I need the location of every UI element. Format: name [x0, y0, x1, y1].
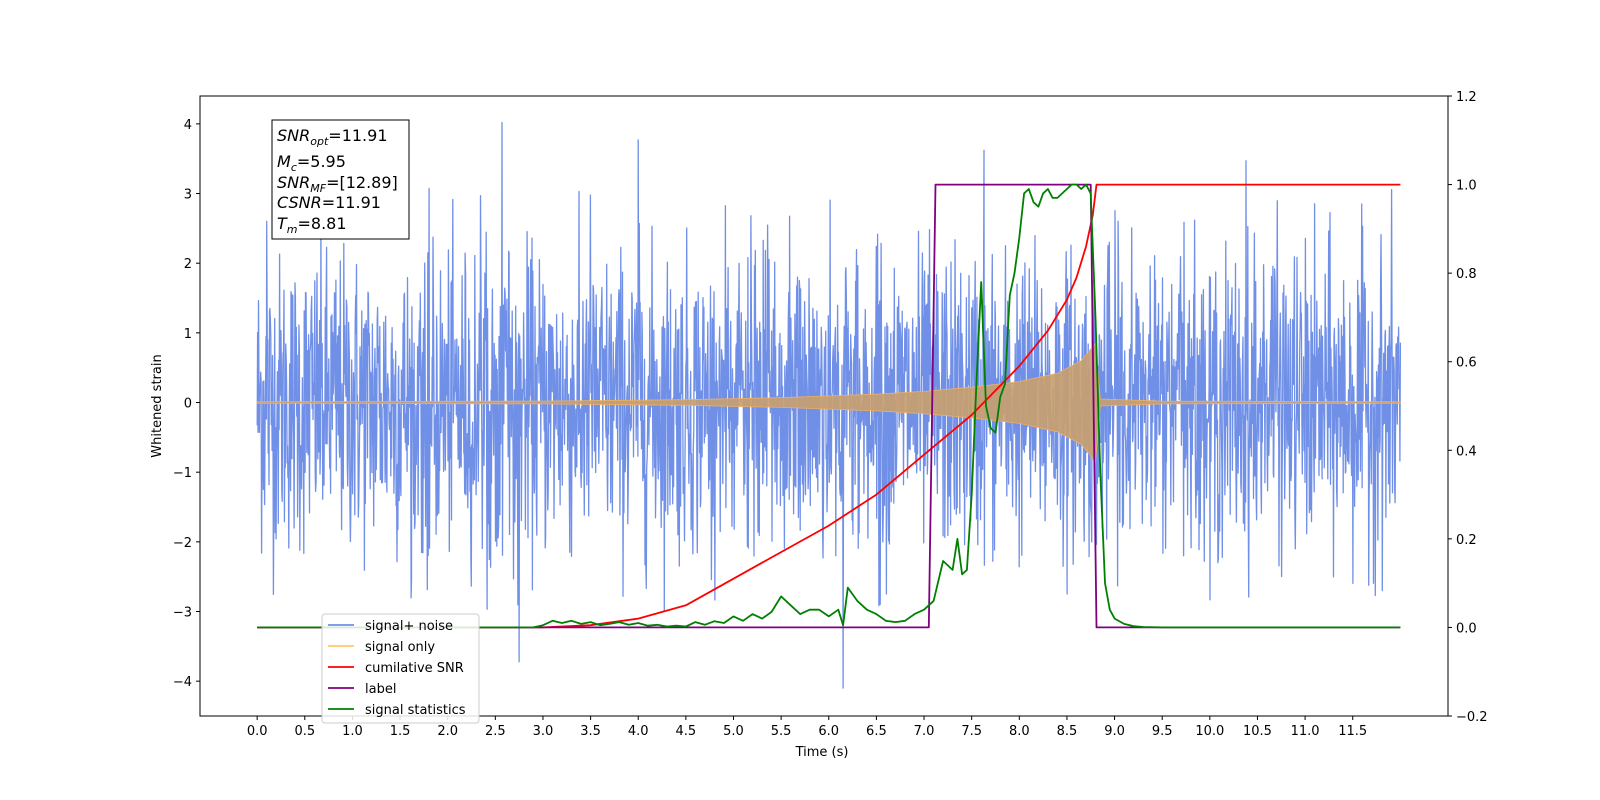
x-tick-label: 5.0	[723, 724, 744, 739]
y-tick-label: 0	[184, 397, 192, 412]
svg-text:Tm=8.81: Tm=8.81	[277, 214, 347, 236]
svg-text:SNRMF=[12.89]: SNRMF=[12.89]	[277, 173, 398, 195]
y2-tick-label: 0.2	[1456, 533, 1477, 548]
snr-opt-value: =11.91	[328, 126, 387, 145]
x-tick-label: 10.5	[1243, 724, 1272, 739]
x-tick-label: 11.0	[1291, 724, 1320, 739]
plot-area	[256, 121, 1402, 689]
x-tick-label: 5.5	[771, 724, 792, 739]
x-tick-label: 2.5	[485, 724, 506, 739]
y-axis-label: Whitened strain	[150, 354, 165, 457]
x-tick-label: 8.0	[1009, 724, 1030, 739]
y2-tick-label: 0.8	[1456, 267, 1477, 282]
y-tick-label: −3	[173, 606, 192, 621]
y-tick-label: 1	[184, 327, 192, 342]
y-axis-right: 1.2 1.0 0.8 0.6 0.4 0.2 0.0 −0.2	[1448, 90, 1488, 725]
x-tick-label: 6.0	[818, 724, 839, 739]
x-tick-label: 10.0	[1195, 724, 1224, 739]
y-tick-label: 2	[184, 257, 192, 272]
x-tick-label: 9.0	[1104, 724, 1125, 739]
legend-label: signal only	[365, 640, 435, 655]
y-tick-label: 4	[184, 118, 192, 133]
x-tick-label: 1.0	[342, 724, 363, 739]
x-tick-label: 11.5	[1338, 724, 1367, 739]
legend: signal+ noise signal only cumilative SNR la…	[321, 613, 480, 724]
x-axis-label: Time (s)	[795, 745, 849, 760]
y2-tick-label: 0.0	[1456, 621, 1477, 636]
stats-annotation: SNRopt=11.91 Mc=5.95 SNRMF=[12.89] CSNR=…	[271, 119, 410, 240]
y2-tick-label: 0.6	[1456, 356, 1477, 371]
signal-only-line	[256, 342, 1401, 463]
x-tick-label: 8.5	[1057, 724, 1078, 739]
x-tick-label: 0.5	[294, 724, 315, 739]
y2-tick-label: 0.4	[1456, 444, 1477, 459]
snr-mf-value: =[12.89]	[326, 173, 398, 192]
svg-text:Mc=5.95: Mc=5.95	[277, 152, 346, 174]
x-tick-label: 6.5	[866, 724, 887, 739]
x-axis: 0.0 0.5 1.0 1.5 2.0 2.5 3.0 3.5 4.0 4.5 5.0 5.5 6.0 6…	[247, 716, 1367, 739]
y-tick-label: −4	[173, 675, 192, 690]
cumilative-snr-line	[257, 183, 1401, 629]
y-axis-left: 4 3 2 1 0 −1 −2 −3 −4	[173, 118, 200, 690]
x-tick-label: 2.0	[437, 724, 458, 739]
y2-tick-label: 1.2	[1456, 90, 1477, 105]
y2-tick-label: −0.2	[1456, 710, 1488, 725]
x-tick-label: 7.5	[961, 724, 982, 739]
x-tick-label: 1.5	[390, 724, 411, 739]
x-tick-label: 7.0	[914, 724, 935, 739]
legend-label: label	[365, 682, 396, 697]
signal-statistics-line	[257, 183, 1401, 629]
tm-value: =8.81	[298, 214, 347, 233]
x-tick-label: 3.0	[533, 724, 554, 739]
y-tick-label: −2	[173, 536, 192, 551]
y2-tick-label: 1.0	[1456, 179, 1477, 194]
x-tick-label: 0.0	[247, 724, 268, 739]
y-tick-label: 3	[184, 188, 192, 203]
x-tick-label: 9.5	[1152, 724, 1173, 739]
svg-text:SNRopt=11.91: SNRopt=11.91	[277, 126, 388, 148]
axes-frame	[199, 95, 1449, 717]
csnr-value: =11.91	[322, 193, 381, 212]
svg-text:CSNR=11.91: CSNR=11.91	[277, 193, 381, 212]
x-tick-label: 4.5	[676, 724, 697, 739]
legend-label: signal statistics	[365, 703, 466, 718]
legend-label: signal+ noise	[365, 619, 453, 634]
signal-noise-line	[256, 121, 1402, 689]
x-tick-label: 3.5	[580, 724, 601, 739]
y-tick-label: −1	[173, 466, 192, 481]
legend-label: cumilative SNR	[365, 661, 464, 676]
x-tick-label: 4.0	[628, 724, 649, 739]
mc-value: =5.95	[297, 152, 346, 171]
